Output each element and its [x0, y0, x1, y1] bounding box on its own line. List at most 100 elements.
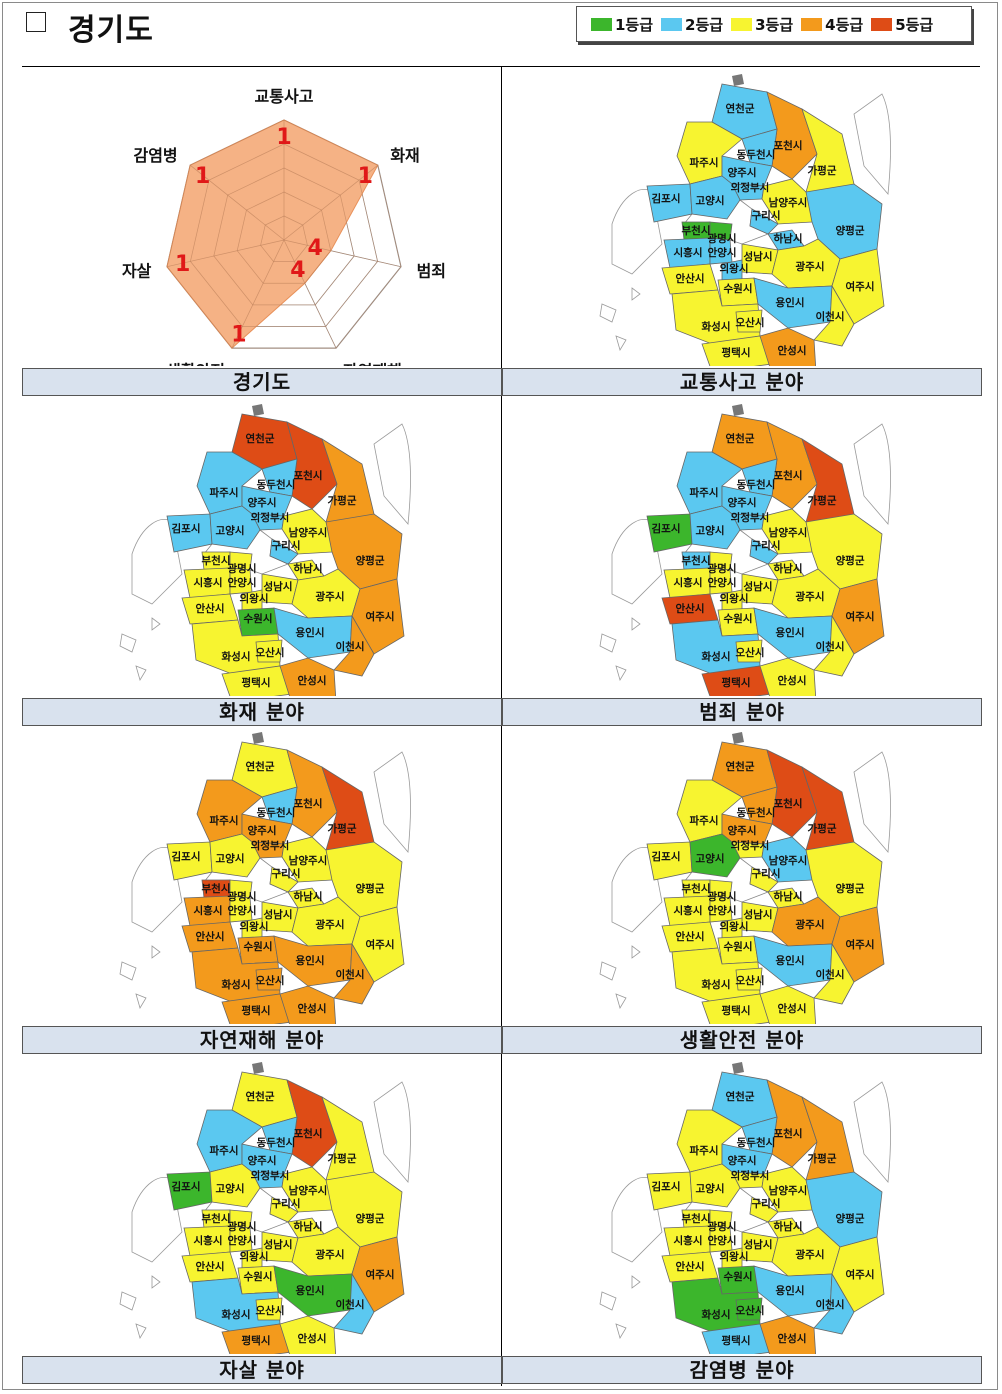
legend-swatch [661, 17, 683, 31]
region-label: 광주시 [796, 261, 825, 273]
region-label: 하남시 [774, 232, 803, 245]
region-label: 가평군 [808, 164, 837, 177]
region-label: 의왕시 [240, 592, 269, 605]
legend-item: 4등급 [801, 14, 863, 35]
region-label: 용인시 [776, 1284, 805, 1297]
region-label: 부천시 [682, 882, 711, 895]
neighbor-land [373, 751, 411, 853]
region-label: 고양시 [696, 1183, 725, 1195]
radar-category-label: 화재 [390, 146, 419, 165]
region-shape [333, 1272, 375, 1335]
region-label: 화성시 [702, 320, 731, 333]
legend-swatch [871, 17, 893, 31]
region-label: 광주시 [796, 1249, 825, 1261]
region-shape [735, 309, 763, 333]
region-label: 평택시 [722, 346, 751, 359]
region-label: 안양시 [708, 904, 737, 917]
region-label: 하남시 [294, 1220, 323, 1233]
radar-ring-overlay [166, 119, 402, 349]
region-label: 남양주시 [769, 526, 808, 539]
region-label: 여주시 [366, 1268, 395, 1281]
radar-value-label: 1 [231, 323, 246, 348]
region-label: 안성시 [778, 1332, 807, 1345]
neighbor-land [853, 1081, 891, 1183]
region-label: 광주시 [796, 591, 825, 603]
region-label: 의정부시 [731, 181, 770, 194]
region-label: 여주시 [366, 610, 395, 623]
region-label: 구리시 [272, 1197, 301, 1210]
region-label: 고양시 [216, 1183, 245, 1195]
radar-ring-overlay [236, 191, 332, 284]
region-label: 포천시 [294, 469, 323, 482]
region-label: 부천시 [682, 224, 711, 237]
region-label: 평택시 [242, 1004, 271, 1017]
region-label: 부천시 [682, 554, 711, 567]
region-label: 평택시 [722, 1004, 751, 1017]
region-label: 시흥시 [674, 576, 703, 589]
region-label: 화성시 [222, 978, 251, 991]
region-label: 김포시 [172, 523, 201, 535]
caption-suicide: 자살 분야 [22, 1356, 502, 1384]
radar-spoke-overlay [166, 239, 285, 268]
region-label: 파주시 [210, 814, 239, 827]
region-label: 가평군 [808, 1152, 837, 1165]
region-label: 김포시 [652, 1181, 681, 1193]
region-label: 하남시 [774, 562, 803, 575]
region-label: 시흥시 [674, 904, 703, 917]
region-label: 시흥시 [674, 1234, 703, 1247]
region-label: 의정부시 [731, 1169, 770, 1182]
region-label: 용인시 [296, 626, 325, 639]
region-shape [759, 1315, 817, 1354]
region-label: 양주시 [248, 825, 277, 837]
neighbor-land [373, 423, 411, 525]
region-label: 포천시 [294, 797, 323, 810]
region-label: 연천군 [246, 760, 275, 773]
region-shape [831, 578, 885, 655]
region-label: 안산시 [676, 930, 705, 943]
island-outline [599, 945, 641, 1009]
region-label: 구리시 [752, 867, 781, 880]
region-label: 동두천시 [737, 1136, 776, 1149]
page-title: 경기도 [68, 13, 154, 48]
region-label: 수원시 [724, 282, 753, 295]
region-label: 성남시 [744, 1238, 773, 1251]
island-outline [119, 617, 161, 681]
region-label: 가평군 [808, 494, 837, 507]
neighbor-land [131, 518, 183, 605]
region-label: 시흥시 [194, 576, 223, 589]
region-label: 안양시 [228, 1234, 257, 1247]
region-label: 안양시 [228, 904, 257, 917]
region-label: 양주시 [248, 497, 277, 509]
region-label: 양주시 [248, 1155, 277, 1167]
region-label: 부천시 [202, 1212, 231, 1225]
region-label: 의왕시 [720, 592, 749, 605]
map-cap [732, 1062, 744, 1074]
region-label: 성남시 [264, 1238, 293, 1251]
region-label: 용인시 [296, 1284, 325, 1297]
region-label: 성남시 [264, 908, 293, 921]
region-shape [759, 985, 817, 1024]
radar-data-area [166, 119, 379, 349]
region-label: 양주시 [728, 497, 757, 509]
region-label: 남양주시 [769, 854, 808, 867]
region-label: 포천시 [774, 469, 803, 482]
region-label: 수원시 [244, 940, 273, 953]
region-label: 수원시 [244, 1270, 273, 1283]
region-shape [813, 614, 855, 677]
region-shape [209, 1163, 261, 1208]
region-label: 가평군 [808, 822, 837, 835]
region-shape [813, 942, 855, 1005]
region-label: 여주시 [846, 938, 875, 951]
region-label: 가평군 [328, 494, 357, 507]
map-cap [252, 1062, 264, 1074]
region-label: 고양시 [696, 853, 725, 865]
region-label: 오산시 [736, 974, 765, 987]
region-label: 남양주시 [289, 854, 328, 867]
region-label: 부천시 [202, 882, 231, 895]
region-shape [255, 967, 283, 991]
region-label: 여주시 [846, 1268, 875, 1281]
region-label: 안양시 [228, 576, 257, 589]
grid-divider [501, 66, 502, 1386]
region-shape [333, 614, 375, 677]
